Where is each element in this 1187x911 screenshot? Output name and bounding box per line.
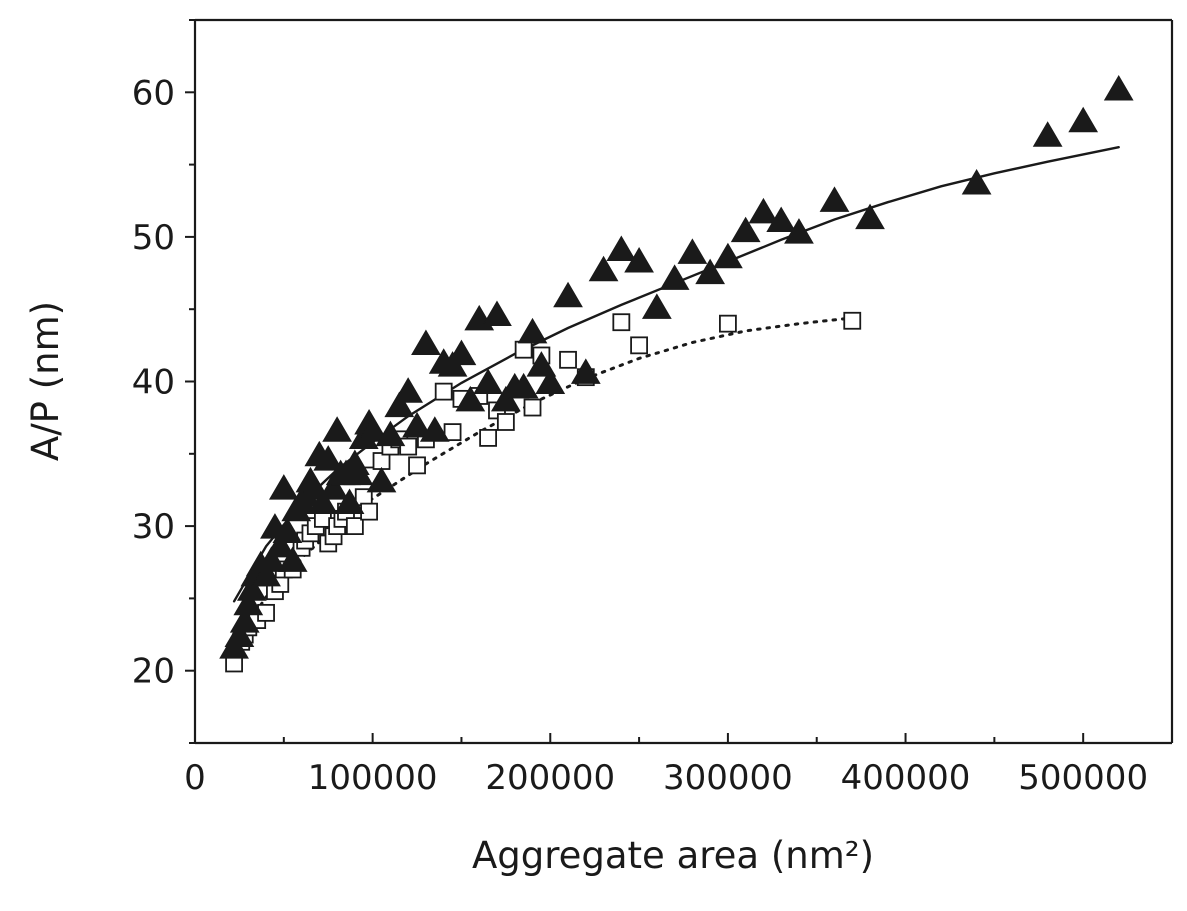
axes [193,18,1174,745]
triangle-point [526,351,557,377]
square-point [408,456,426,475]
triangle-point [357,416,388,442]
triangle-point [553,281,583,308]
triangle-point [268,474,299,500]
y-tick-label: 50 [132,218,175,258]
triangle-point [473,368,503,395]
square-point [612,313,631,332]
x-tick-label: 500000 [1018,758,1148,798]
triangle-point [535,368,566,395]
triangle-point [490,385,521,412]
square-point [360,502,378,521]
triangle-point [313,445,344,471]
triangle-point [624,247,654,273]
x-axis-title: Aggregate area (nm²) [472,834,874,877]
square-point [523,398,542,417]
triangle-point [855,203,885,230]
triangle-point [766,206,797,233]
triangle-point [277,546,308,572]
y-axis-title: A/P (nm) [24,301,67,461]
triangle-point [570,358,601,384]
square-point [434,382,453,401]
triangle-point [375,420,406,447]
triangle-point [322,416,352,442]
triangle-point [224,621,255,648]
square-point [399,437,418,456]
y-tick-label: 60 [132,73,175,113]
triangle-point [265,531,296,558]
triangle-point [961,168,992,195]
square-point [479,428,498,447]
triangle-point [641,293,672,319]
square-point [843,311,862,330]
triangle-point [272,517,303,543]
triangle-point [402,411,432,438]
triangle-point [819,186,850,212]
triangle-point [318,474,349,500]
triangle-point [730,216,761,243]
triangle-point [393,377,424,403]
triangle-point [308,488,338,515]
square-point [630,336,648,355]
square-point [719,314,737,333]
x-tick-label: 0 [184,758,206,798]
square-point [345,517,364,535]
triangle-point [251,560,281,587]
y-tick-label: 30 [132,507,175,547]
triangle-point [482,300,512,327]
x-ticks: 0 100000 200000 300000 400000 500000 [184,733,1173,798]
y-tick-label: 40 [132,363,175,403]
triangle-point [384,391,415,418]
x-tick-label: 400000 [841,758,971,798]
triangle-point [229,607,260,633]
triangle-series [219,74,1134,659]
triangle-point [455,385,486,412]
triangle-point [419,416,450,442]
triangle-point [659,264,690,290]
triangle-point [588,255,619,282]
triangle-point [411,329,441,355]
triangle-point [343,459,374,486]
square-point [496,413,515,431]
triangle-point [446,339,477,366]
triangle-point [713,242,743,269]
x-tick-label: 100000 [308,758,438,798]
triangle-point [748,197,779,224]
square-point [559,350,577,369]
y-tick-label: 20 [132,652,175,692]
triangle-point [784,218,814,244]
y-ticks: 20 30 40 50 60 [132,19,195,744]
triangle-point [677,238,708,264]
triangle-point [233,589,264,616]
fit-lines [232,146,1120,647]
triangle-point [256,546,287,572]
solid-fit-line [232,146,1120,603]
triangle-point [366,466,397,493]
triangle-point [517,317,548,344]
square-point [443,423,462,442]
triangle-point [1032,121,1063,147]
triangle-point [508,372,539,399]
triangle-point [1103,74,1134,101]
triangle-point [236,575,267,601]
triangle-point [1068,106,1099,133]
square-point [514,340,533,359]
x-tick-label: 300000 [663,758,793,798]
triangle-point [334,488,365,515]
x-tick-label: 200000 [485,758,615,798]
triangle-point [606,235,637,261]
triangle-point [695,258,726,285]
